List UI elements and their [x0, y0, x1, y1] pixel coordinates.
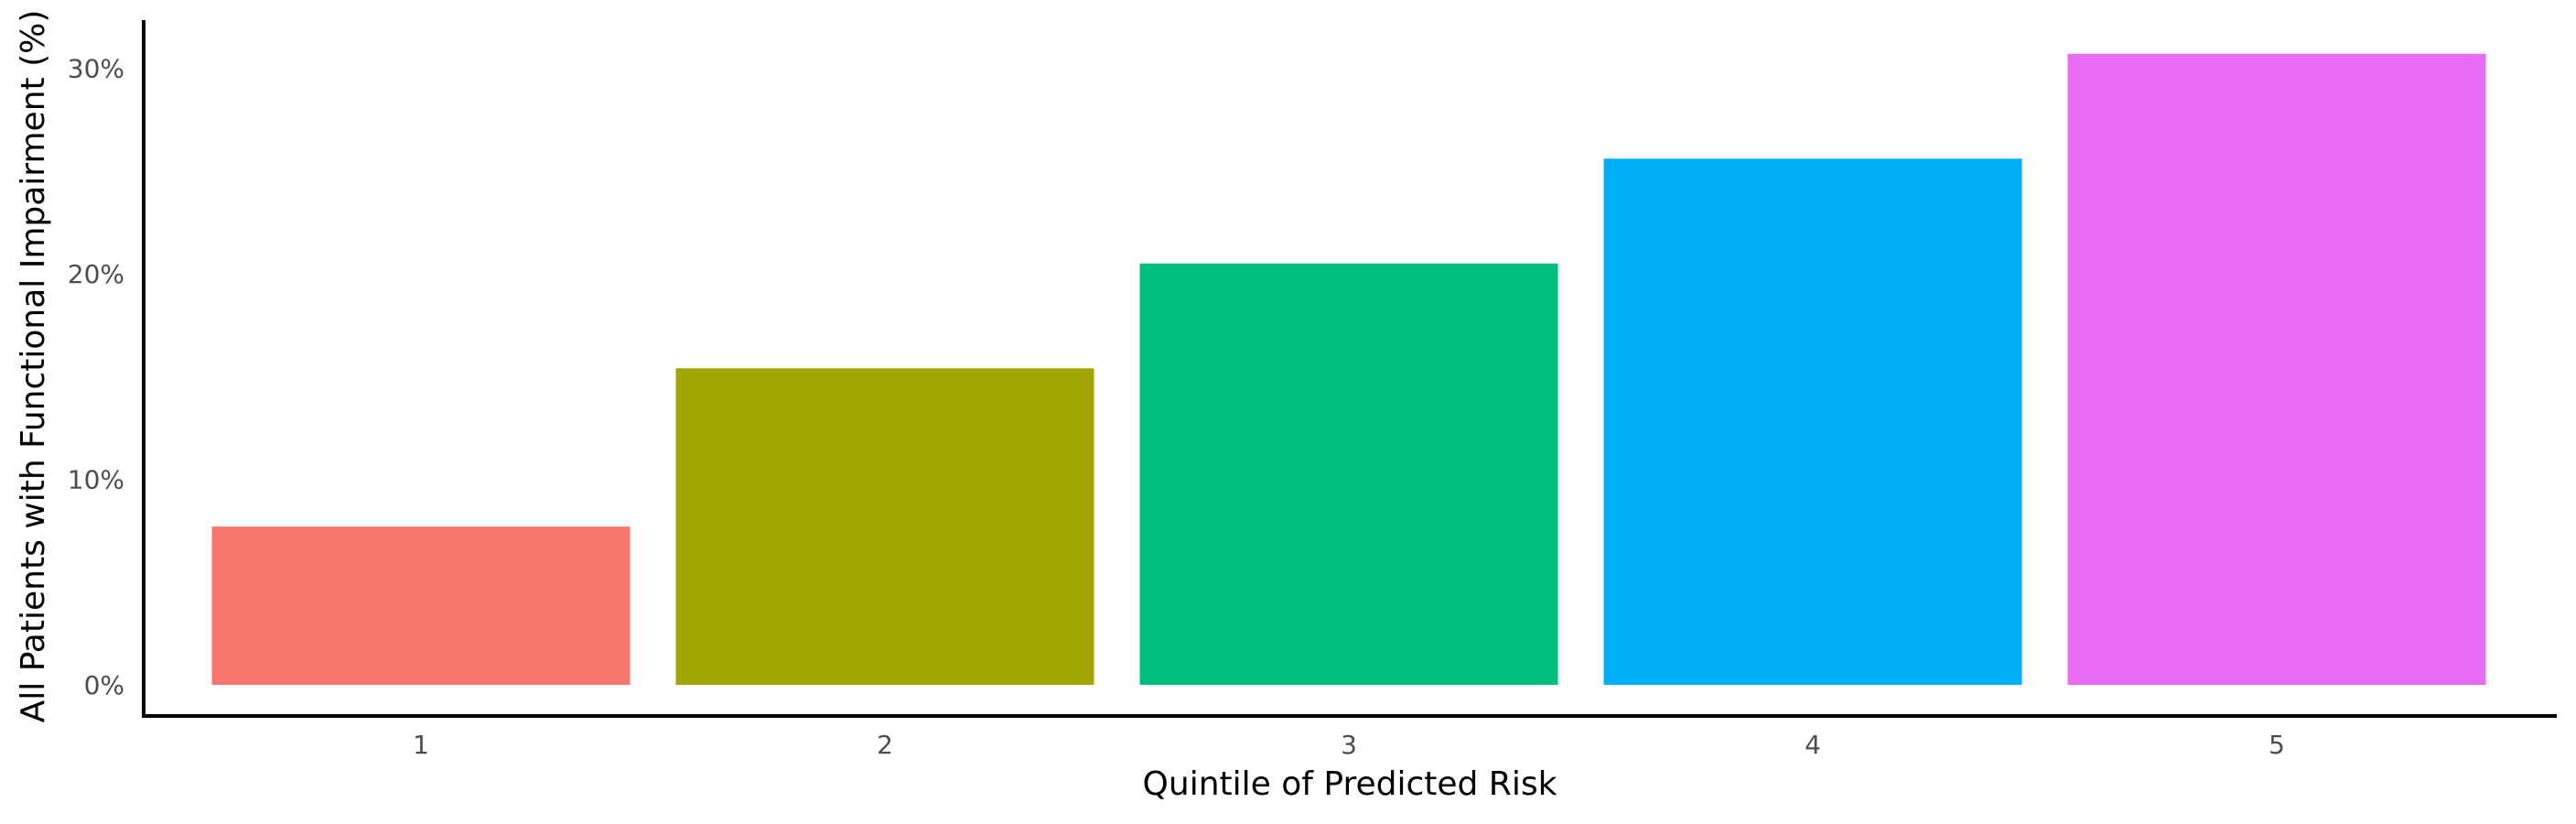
x-tick-label: 2	[877, 730, 893, 760]
x-tick-label: 4	[1805, 730, 1821, 760]
y-tick-label: 0%	[84, 670, 124, 700]
y-axis-title: All Patients with Functional Impairment …	[15, 10, 52, 723]
bar-quintile-4	[1603, 158, 2022, 685]
y-tick-label: 20%	[68, 259, 124, 289]
x-tick-label: 5	[2269, 730, 2285, 760]
y-axis-ticks: 0% 10% 20% 30%	[68, 54, 124, 701]
bars-group	[211, 53, 2486, 686]
bar-quintile-2	[675, 368, 1094, 685]
bar-quintile-1	[211, 526, 631, 685]
x-tick-label: 1	[413, 730, 429, 760]
bar-quintile-3	[1139, 263, 1558, 685]
y-tick-label: 10%	[68, 465, 124, 495]
x-axis-title: Quintile of Predicted Risk	[1143, 765, 1557, 803]
bar-quintile-5	[2067, 53, 2486, 686]
x-tick-label: 3	[1341, 730, 1357, 760]
x-axis-ticks: 1 2 3 4 5	[413, 730, 2285, 760]
y-tick-label: 30%	[68, 54, 124, 84]
